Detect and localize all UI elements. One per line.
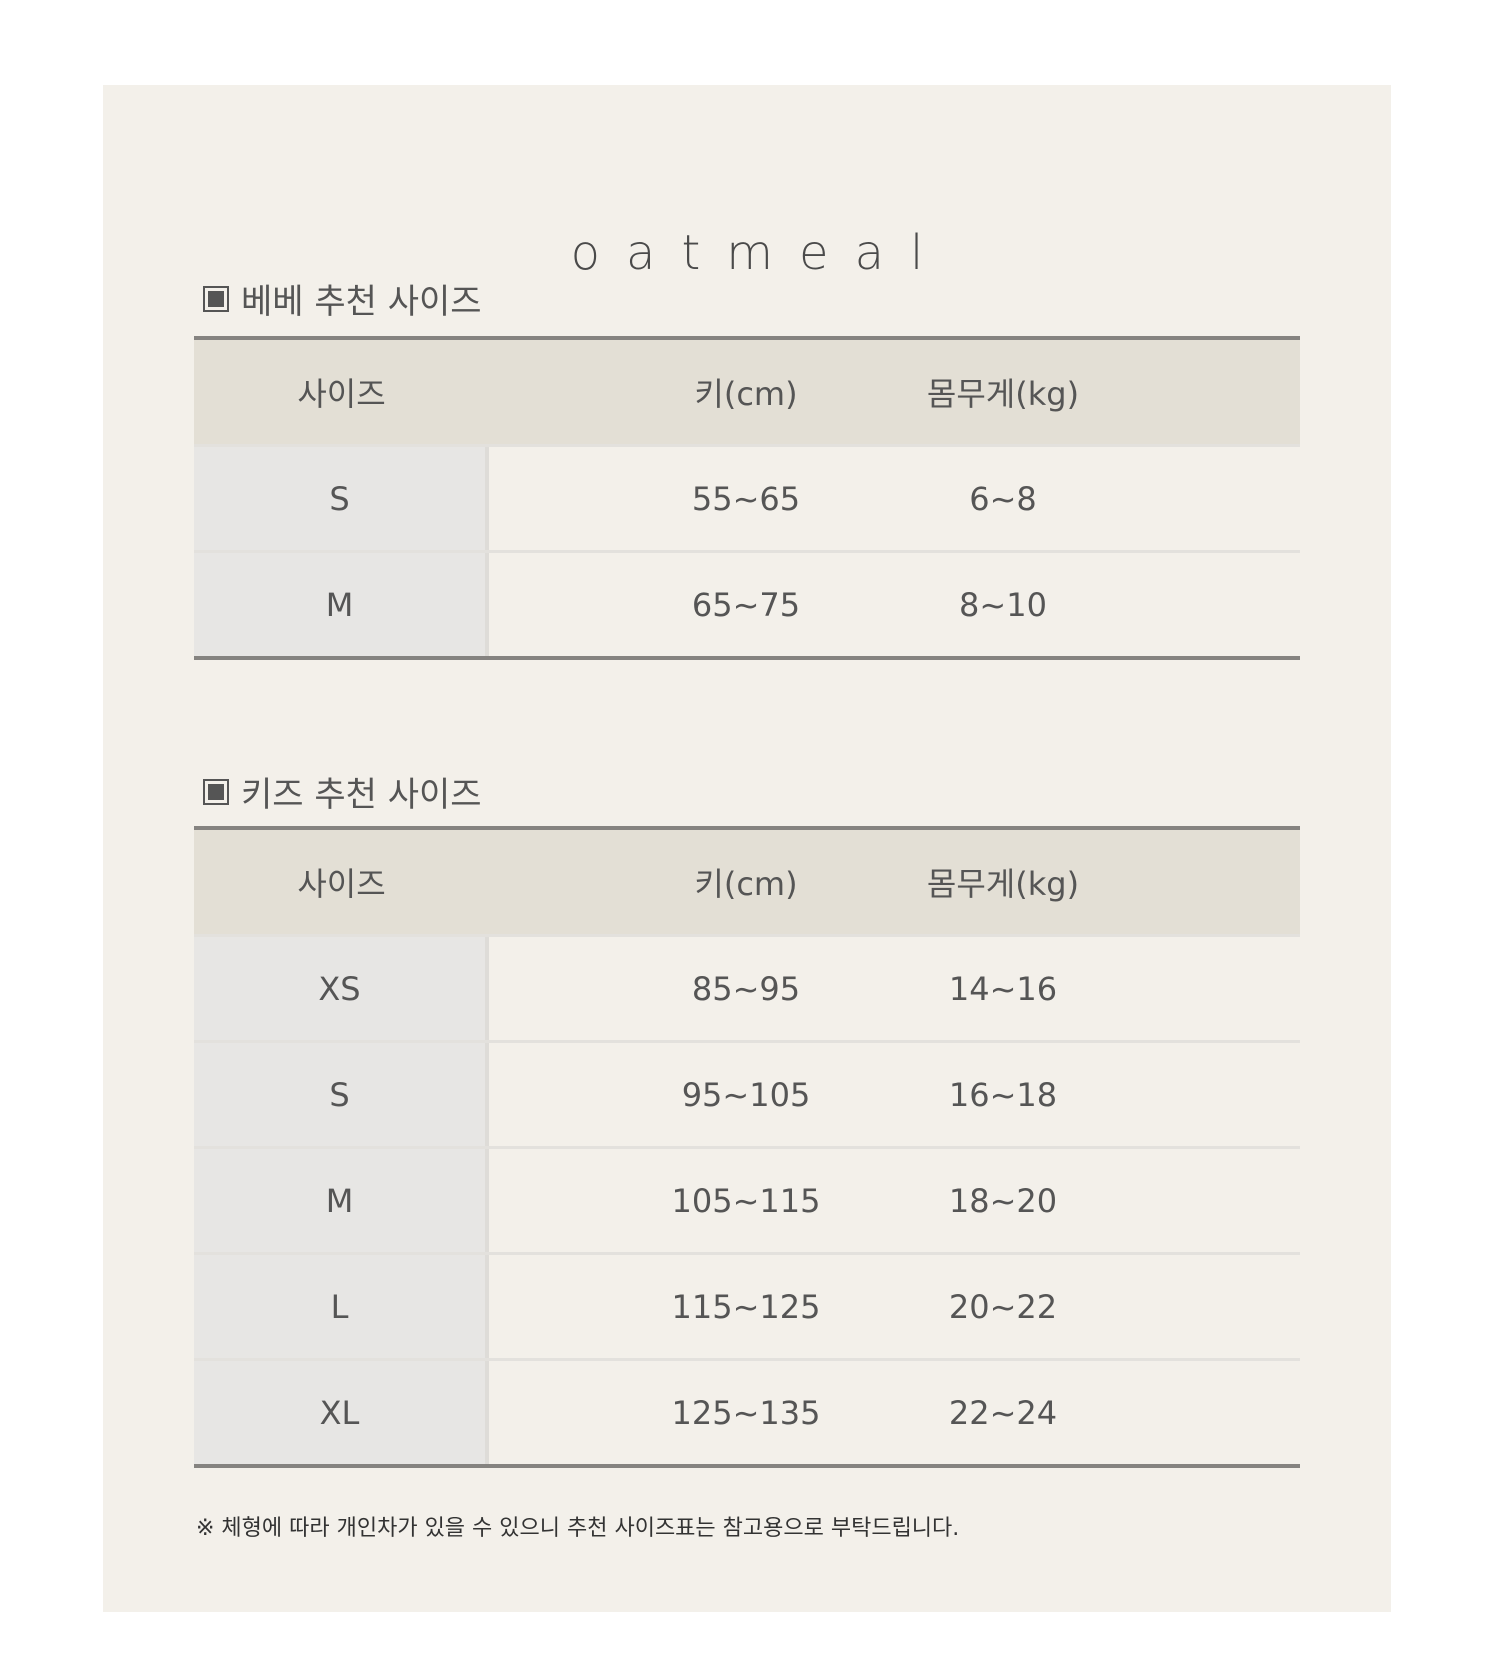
table-row: XL 125~135 22~24	[194, 1358, 1300, 1464]
table-cell: M	[194, 1149, 489, 1252]
column-header: 키(cm)	[694, 375, 798, 413]
footnote: ※ 체형에 따라 개인차가 있을 수 있으니 추천 사이즈표는 참고용으로 부탁…	[196, 1516, 960, 1541]
section-title: 키즈 추천 사이즈	[241, 775, 482, 815]
table-cell: S	[194, 1043, 489, 1146]
table-header-row: 사이즈 키(cm) 몸무게(kg)	[194, 340, 1300, 444]
table-cell: 85~95	[691, 969, 801, 1008]
square-bullet-icon	[203, 778, 229, 805]
table-row: XS 85~95 14~16	[194, 934, 1300, 1040]
table-row: M 105~115 18~20	[194, 1146, 1300, 1252]
column-header: 키(cm)	[694, 865, 798, 903]
table-cell: 22~24	[948, 1393, 1058, 1432]
column-header: 몸무게(kg)	[926, 375, 1080, 413]
table-cell: 20~22	[948, 1287, 1058, 1326]
section-heading-kids: 키즈 추천 사이즈	[203, 767, 482, 816]
section-title: 베베 추천 사이즈	[241, 282, 482, 322]
column-header: 사이즈	[297, 865, 386, 903]
table-cell: 14~16	[948, 969, 1058, 1008]
square-bullet-icon	[203, 285, 229, 312]
table-cell: 65~75	[691, 585, 801, 624]
section-heading-baby: 베베 추천 사이즈	[203, 274, 482, 323]
table-cell: 95~105	[681, 1075, 811, 1114]
table-row: L 115~125 20~22	[194, 1252, 1300, 1358]
brand-logo: oatmeal	[570, 225, 950, 281]
table-cell: S	[194, 447, 489, 550]
table-cell: 115~125	[671, 1287, 821, 1326]
table-row: M 65~75 8~10	[194, 550, 1300, 656]
table-cell: XL	[194, 1361, 489, 1464]
table-cell: 105~115	[671, 1181, 821, 1220]
table-row: S 55~65 6~8	[194, 444, 1300, 550]
table-cell: L	[194, 1255, 489, 1358]
table-row: S 95~105 16~18	[194, 1040, 1300, 1146]
table-header-row: 사이즈 키(cm) 몸무게(kg)	[194, 830, 1300, 934]
table-cell: 55~65	[691, 479, 801, 518]
table-cell: 125~135	[671, 1393, 821, 1432]
table-cell: 18~20	[948, 1181, 1058, 1220]
table-cell: XS	[194, 937, 489, 1040]
table-cell: 8~10	[959, 585, 1047, 624]
table-cell: M	[194, 553, 489, 656]
column-header: 사이즈	[297, 375, 386, 413]
table-cell: 6~8	[969, 479, 1037, 518]
kids-size-table: 사이즈 키(cm) 몸무게(kg) XS 85~95 14~16 S 95~105 16~18 M…	[194, 826, 1300, 1468]
baby-size-table: 사이즈 키(cm) 몸무게(kg) S 55~65 6~8 M 65~75 8~10	[194, 336, 1300, 660]
table-cell: 16~18	[948, 1075, 1058, 1114]
column-header: 몸무게(kg)	[926, 865, 1080, 903]
